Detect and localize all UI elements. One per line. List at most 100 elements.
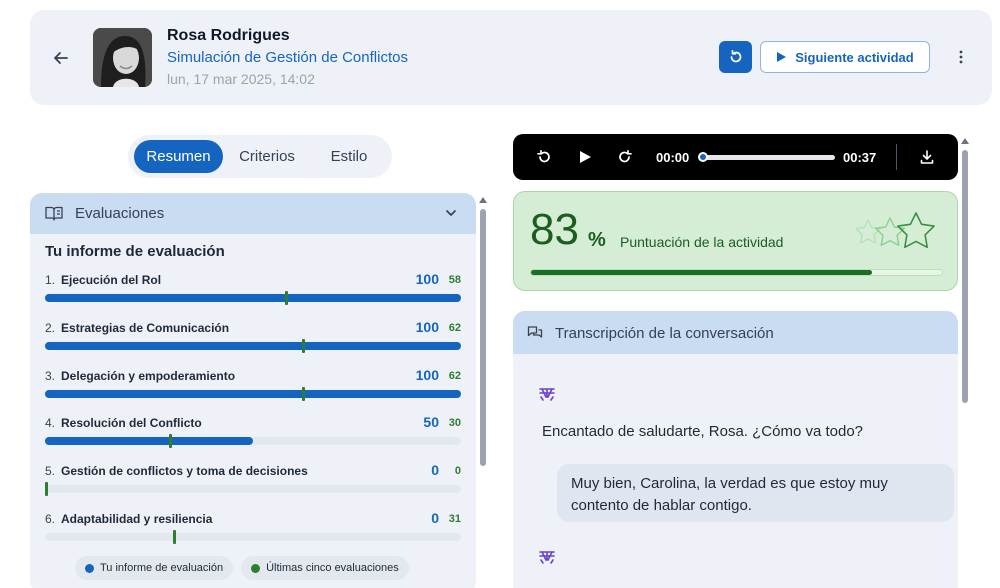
criterion-bar-fill <box>45 342 461 350</box>
current-time: 00:00 <box>656 150 690 165</box>
avatar <box>93 28 152 87</box>
arrow-left-icon <box>54 52 68 64</box>
criterion-name: Ejecución del Rol <box>61 273 162 287</box>
book-icon <box>45 206 63 221</box>
criterion-label: 2. Estrategias de Comunicación <box>45 321 229 335</box>
criterion-average-marker <box>172 530 176 544</box>
criterion-bar-fill <box>45 437 253 445</box>
evaluations-scrollbar[interactable] <box>479 197 487 588</box>
criterion-score: 100 <box>415 319 439 335</box>
transcript-header: Transcripción de la conversación <box>513 311 958 354</box>
criterion-score: 50 <box>423 414 439 430</box>
criterion-number: 5. <box>45 464 56 478</box>
criterion-label: 5. Gestión de conflictos y toma de decisi… <box>45 464 308 478</box>
criterion-row[interactable]: 2. Estrategias de Comunicación 100 62 <box>45 319 461 357</box>
criterion-number: 2. <box>45 321 56 335</box>
criterion-average-marker <box>168 434 172 448</box>
criterion-number: 6. <box>45 512 56 526</box>
star-icon <box>897 212 935 249</box>
criterion-average: 0 <box>454 465 461 477</box>
criterion-row[interactable]: 3. Delegación y empoderamiento 100 62 <box>45 367 461 405</box>
refresh-icon <box>730 49 741 63</box>
transcript-title: Transcripción de la conversación <box>555 325 774 342</box>
audio-player: 00:00 00:37 <box>513 134 958 180</box>
criterion-score: 100 <box>415 367 439 383</box>
criterion-average-marker <box>285 291 289 305</box>
criterion-number: 3. <box>45 369 56 383</box>
tab-estilo[interactable]: Estilo <box>330 148 368 165</box>
bot-icon <box>539 551 555 564</box>
criterion-label: 3. Delegación y empoderamiento <box>45 369 235 383</box>
chat-icon <box>527 326 543 338</box>
criterion-name: Estrategias de Comunicación <box>61 321 230 335</box>
legend-label-last-five: Últimas cinco evaluaciones <box>266 562 399 574</box>
criterion-bar-fill <box>45 390 461 398</box>
criterion-bar-track <box>45 339 461 353</box>
player-divider <box>896 144 897 170</box>
criterion-row[interactable]: 6. Adaptabilidad y resiliencia 0 31 <box>45 510 461 548</box>
scrollbar-thumb[interactable] <box>962 150 968 403</box>
more-vertical-icon <box>959 50 963 64</box>
activity-header: Rosa Rodrigues Simulación de Gestión de … <box>30 10 992 105</box>
criterion-label: 4. Resolución del Conflicto <box>45 416 202 430</box>
criterion-number: 1. <box>45 273 56 287</box>
activity-title[interactable]: Simulación de Gestión de Conflictos <box>167 49 408 66</box>
evaluations-title: Evaluaciones <box>75 205 165 222</box>
transcript-panel: Transcripción de la conversación Encanta… <box>513 311 958 588</box>
criterion-name: Adaptabilidad y resiliencia <box>61 512 213 526</box>
scroll-up-arrow[interactable] <box>479 197 487 203</box>
criterion-average: 31 <box>448 513 461 525</box>
back-button[interactable] <box>50 47 72 69</box>
tab-resumen[interactable]: Resumen <box>134 140 223 173</box>
criterion-score: 0 <box>431 462 439 478</box>
criterion-row[interactable]: 1. Ejecución del Rol 100 58 <box>45 271 461 309</box>
criterion-bar-track <box>45 434 461 448</box>
scrollbar-thumb[interactable] <box>480 209 486 466</box>
activity-date: lun, 17 mar 2025, 14:02 <box>167 71 315 87</box>
criterion-row[interactable]: 4. Resolución del Conflicto 50 30 <box>45 414 461 452</box>
play-icon[interactable] <box>577 149 593 165</box>
more-options-button[interactable] <box>950 46 972 68</box>
score-progress-fill <box>531 270 873 275</box>
legend-item-last-five: Últimas cinco evaluaciones <box>241 556 409 580</box>
playback-knob[interactable] <box>698 152 708 162</box>
criterion-average: 30 <box>448 417 461 429</box>
bot-icon <box>539 388 555 401</box>
star-icon <box>855 219 881 244</box>
star-rating <box>855 212 935 249</box>
criterion-average-marker <box>45 482 48 496</box>
criterion-bar-track <box>45 482 461 496</box>
criterion-average: 58 <box>448 274 461 286</box>
evaluations-header[interactable]: Evaluaciones <box>30 193 476 234</box>
bot-message: Encantado de saludarte, Rosa. ¿Cómo va t… <box>542 423 864 440</box>
criterion-bar-fill <box>45 294 461 302</box>
play-icon <box>777 52 787 62</box>
criterion-row[interactable]: 5. Gestión de conflictos y toma de decisi… <box>45 462 461 500</box>
next-activity-button[interactable]: Siguiente actividad <box>760 41 930 73</box>
forward-icon[interactable] <box>617 149 633 165</box>
legend-dot-report <box>85 563 94 573</box>
score-card: 83 % Puntuación de la actividad <box>513 191 958 291</box>
score-value: 83 <box>530 205 579 254</box>
rewind-icon[interactable] <box>536 149 552 165</box>
view-tabs: Resumen Criterios Estilo <box>128 135 392 178</box>
page-scrollbar[interactable] <box>961 138 969 588</box>
criterion-label: 6. Adaptabilidad y resiliencia <box>45 512 212 526</box>
criterion-bar-track <box>45 530 461 544</box>
download-icon[interactable] <box>919 149 935 165</box>
reset-button[interactable] <box>719 41 752 73</box>
criterion-average: 62 <box>448 370 461 382</box>
chevron-down-icon[interactable] <box>443 205 459 221</box>
scroll-up-arrow[interactable] <box>961 138 969 144</box>
evaluations-panel: Evaluaciones Tu informe de evaluación 1.… <box>30 193 476 588</box>
tab-criterios[interactable]: Criterios <box>239 148 295 165</box>
legend-dot-last-five <box>251 563 261 573</box>
duration: 00:37 <box>843 150 877 165</box>
user-name: Rosa Rodrigues <box>167 27 290 44</box>
score-unit: % <box>588 229 606 251</box>
playback-track[interactable] <box>698 152 835 162</box>
user-message: Muy bien, Carolina, la verdad es que est… <box>557 464 954 522</box>
star-icon <box>875 217 905 246</box>
criterion-label: 1. Ejecución del Rol <box>45 273 161 287</box>
criterion-bar-track <box>45 387 461 401</box>
